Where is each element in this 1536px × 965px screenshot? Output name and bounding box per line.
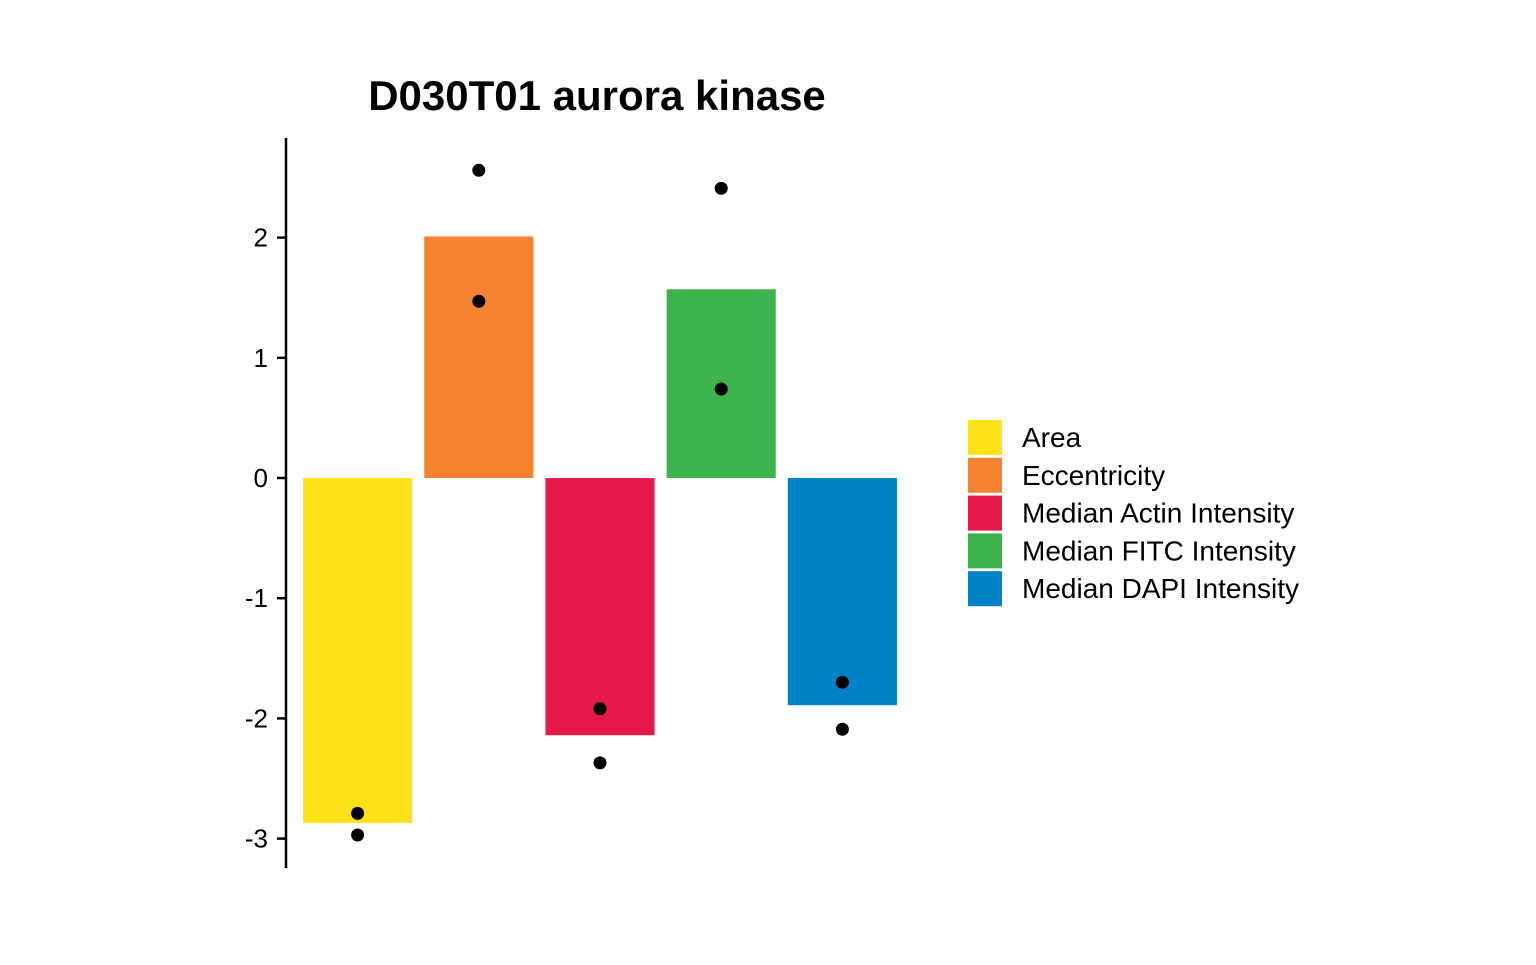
chart-title: D030T01 aurora kinase: [368, 72, 826, 119]
data-point: [593, 702, 607, 716]
data-point: [472, 163, 486, 177]
data-point: [351, 806, 365, 820]
y-tick-label: -1: [245, 583, 268, 613]
legend-swatch: [968, 420, 1002, 455]
bar-median-actin-intensity: [545, 478, 655, 736]
bar-area: [303, 478, 413, 823]
data-point: [835, 675, 849, 689]
y-tick-label: -2: [245, 703, 268, 733]
legend: Area Eccentricity Median Actin Intensity Me…: [968, 420, 1299, 607]
data-point: [835, 722, 849, 736]
y-axis: -3 -2 -1 0 1 2: [245, 138, 288, 868]
data-point: [714, 181, 728, 195]
data-point: [714, 382, 728, 396]
y-tick-label: -3: [245, 824, 268, 854]
legend-label: Area: [1022, 422, 1082, 453]
legend-swatch: [968, 533, 1002, 569]
y-tick-label: 2: [254, 223, 268, 253]
data-points: [351, 163, 849, 842]
y-tick-label: 0: [254, 463, 268, 493]
bar-eccentricity: [424, 236, 534, 478]
data-point: [593, 756, 607, 770]
y-tick-label: 1: [254, 343, 268, 373]
bar-median-dapi-intensity: [787, 478, 897, 706]
legend-label: Median Actin Intensity: [1022, 498, 1294, 529]
legend-swatch: [968, 457, 1002, 493]
legend-label: Median DAPI Intensity: [1022, 573, 1299, 604]
legend-label: Eccentricity: [1022, 460, 1165, 491]
data-point: [472, 294, 486, 308]
bars: [303, 236, 897, 823]
legend-swatch: [968, 495, 1002, 531]
legend-label: Median FITC Intensity: [1022, 535, 1296, 566]
legend-swatch: [968, 571, 1002, 607]
data-point: [351, 828, 365, 842]
